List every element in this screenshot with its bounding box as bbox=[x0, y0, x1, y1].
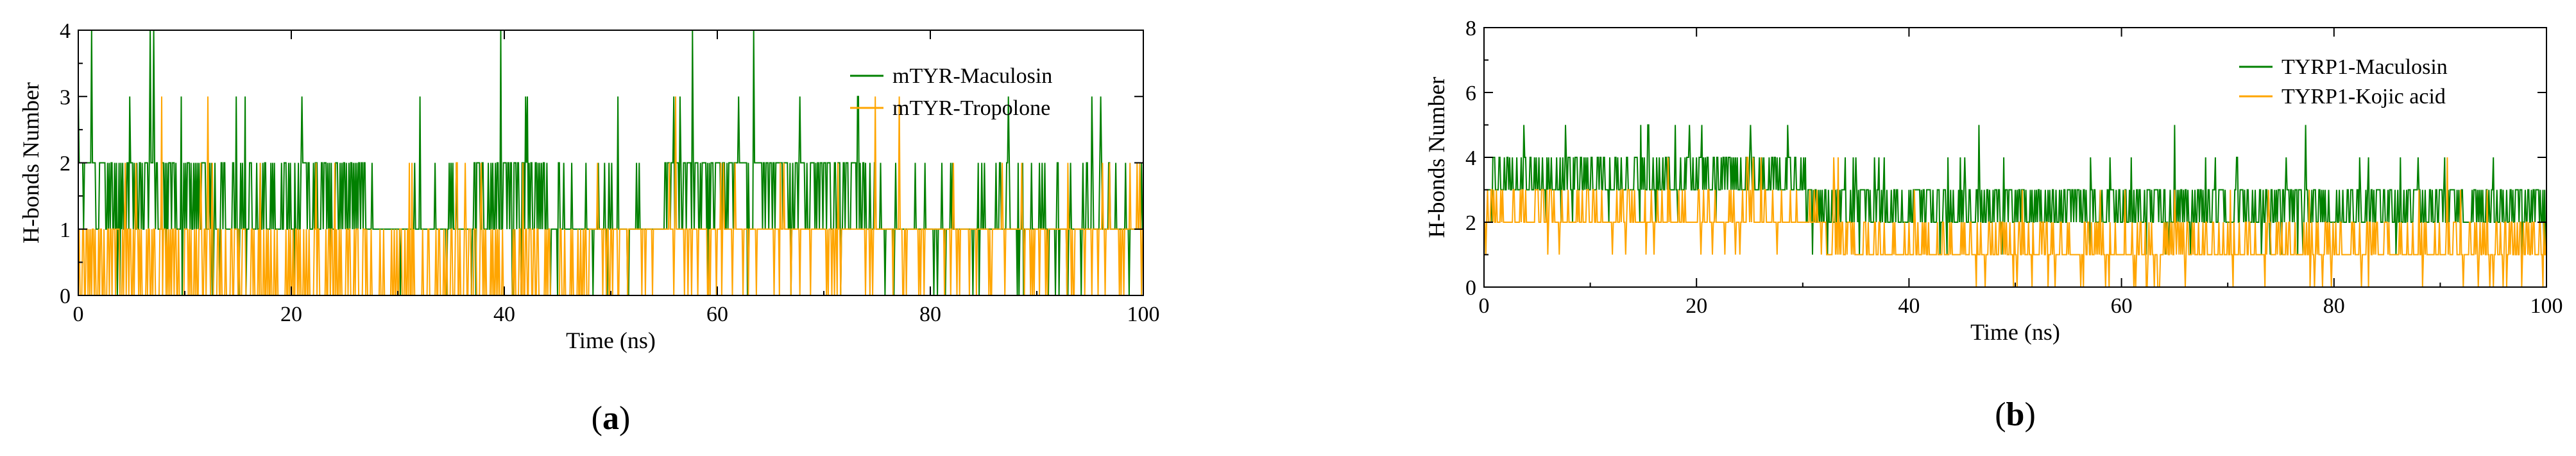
chart-b-x-tick-label: 80 bbox=[2323, 294, 2345, 318]
chart-b-legend: TYRP1-Maculosin TYRP1-Kojic acid bbox=[2239, 55, 2448, 109]
chart-a-axes: 0 20 40 60 80 100 0 1 2 3 4 bbox=[60, 19, 1160, 326]
chart-b-legend-label-maculosin: TYRP1-Maculosin bbox=[2282, 55, 2448, 79]
chart-a-legend-label-maculosin: mTYR-Maculosin bbox=[892, 64, 1052, 88]
chart-a-x-axis-title: Time (ns) bbox=[566, 328, 656, 353]
chart-a-x-tick-label: 0 bbox=[73, 303, 84, 326]
chart-b-axes: 0 20 40 60 80 100 0 2 4 6 8 bbox=[1465, 17, 2563, 318]
chart-a-x-tick-label: 40 bbox=[493, 303, 515, 326]
chart-a-y-axis-title: H-bonds Number bbox=[18, 82, 44, 243]
chart-a-x-tick-label: 80 bbox=[919, 303, 941, 326]
panel-label-b-open: ( bbox=[1995, 396, 2006, 433]
chart-b-y-axis-title: H-bonds Number bbox=[1424, 77, 1449, 238]
chart-b-legend-label-kojic: TYRP1-Kojic acid bbox=[2282, 85, 2446, 109]
chart-a-y-tick-label: 3 bbox=[60, 85, 71, 109]
panel-label-a-open: ( bbox=[592, 400, 602, 437]
chart-b-y-tick-label: 0 bbox=[1465, 276, 1476, 300]
chart-panel-a: 0 20 40 60 80 100 0 1 2 3 4 Time (ns) H-bonds Numb… bbox=[18, 19, 1160, 437]
chart-panel-b: 0 20 40 60 80 100 0 2 4 6 8 Time (ns) H-bonds Numb… bbox=[1424, 17, 2563, 433]
panel-label-a: (a) bbox=[592, 400, 631, 437]
panel-label-b-close: ) bbox=[2024, 396, 2035, 433]
panel-label-b: (b) bbox=[1995, 396, 2036, 433]
chart-a-legend-label-tropolone: mTYR-Tropolone bbox=[892, 96, 1050, 120]
chart-b-y-tick-label: 6 bbox=[1465, 82, 1476, 105]
chart-b-x-tick-label: 40 bbox=[1898, 294, 1920, 318]
chart-a-y-tick-label: 4 bbox=[60, 19, 71, 43]
chart-b-x-axis-title: Time (ns) bbox=[1970, 319, 2060, 345]
panel-label-a-letter: a bbox=[602, 400, 619, 437]
chart-b-x-tick-label: 20 bbox=[1685, 294, 1707, 318]
chart-b-x-tick-label: 100 bbox=[2530, 294, 2563, 318]
chart-a-legend: mTYR-Maculosin mTYR-Tropolone bbox=[850, 64, 1052, 120]
chart-b-series-line-ligand bbox=[1484, 157, 2547, 288]
chart-b-y-tick-label: 2 bbox=[1465, 211, 1476, 235]
chart-a-x-tick-label: 100 bbox=[1127, 303, 1160, 326]
chart-a-x-tick-label: 60 bbox=[706, 303, 728, 326]
chart-a-y-tick-label: 1 bbox=[60, 218, 71, 242]
chart-a-y-tick-label: 0 bbox=[60, 285, 71, 308]
chart-a-x-tick-label: 20 bbox=[280, 303, 302, 326]
panel-label-a-close: ) bbox=[619, 400, 630, 437]
chart-b-x-tick-label: 0 bbox=[1479, 294, 1490, 318]
chart-b-y-tick-label: 4 bbox=[1465, 146, 1476, 170]
chart-b-series-layer bbox=[1484, 124, 2547, 288]
chart-b-x-tick-label: 60 bbox=[2111, 294, 2133, 318]
chart-b-y-tick-label: 8 bbox=[1465, 17, 1476, 40]
chart-a-y-tick-label: 2 bbox=[60, 152, 71, 176]
panel-label-b-letter: b bbox=[2006, 396, 2025, 433]
